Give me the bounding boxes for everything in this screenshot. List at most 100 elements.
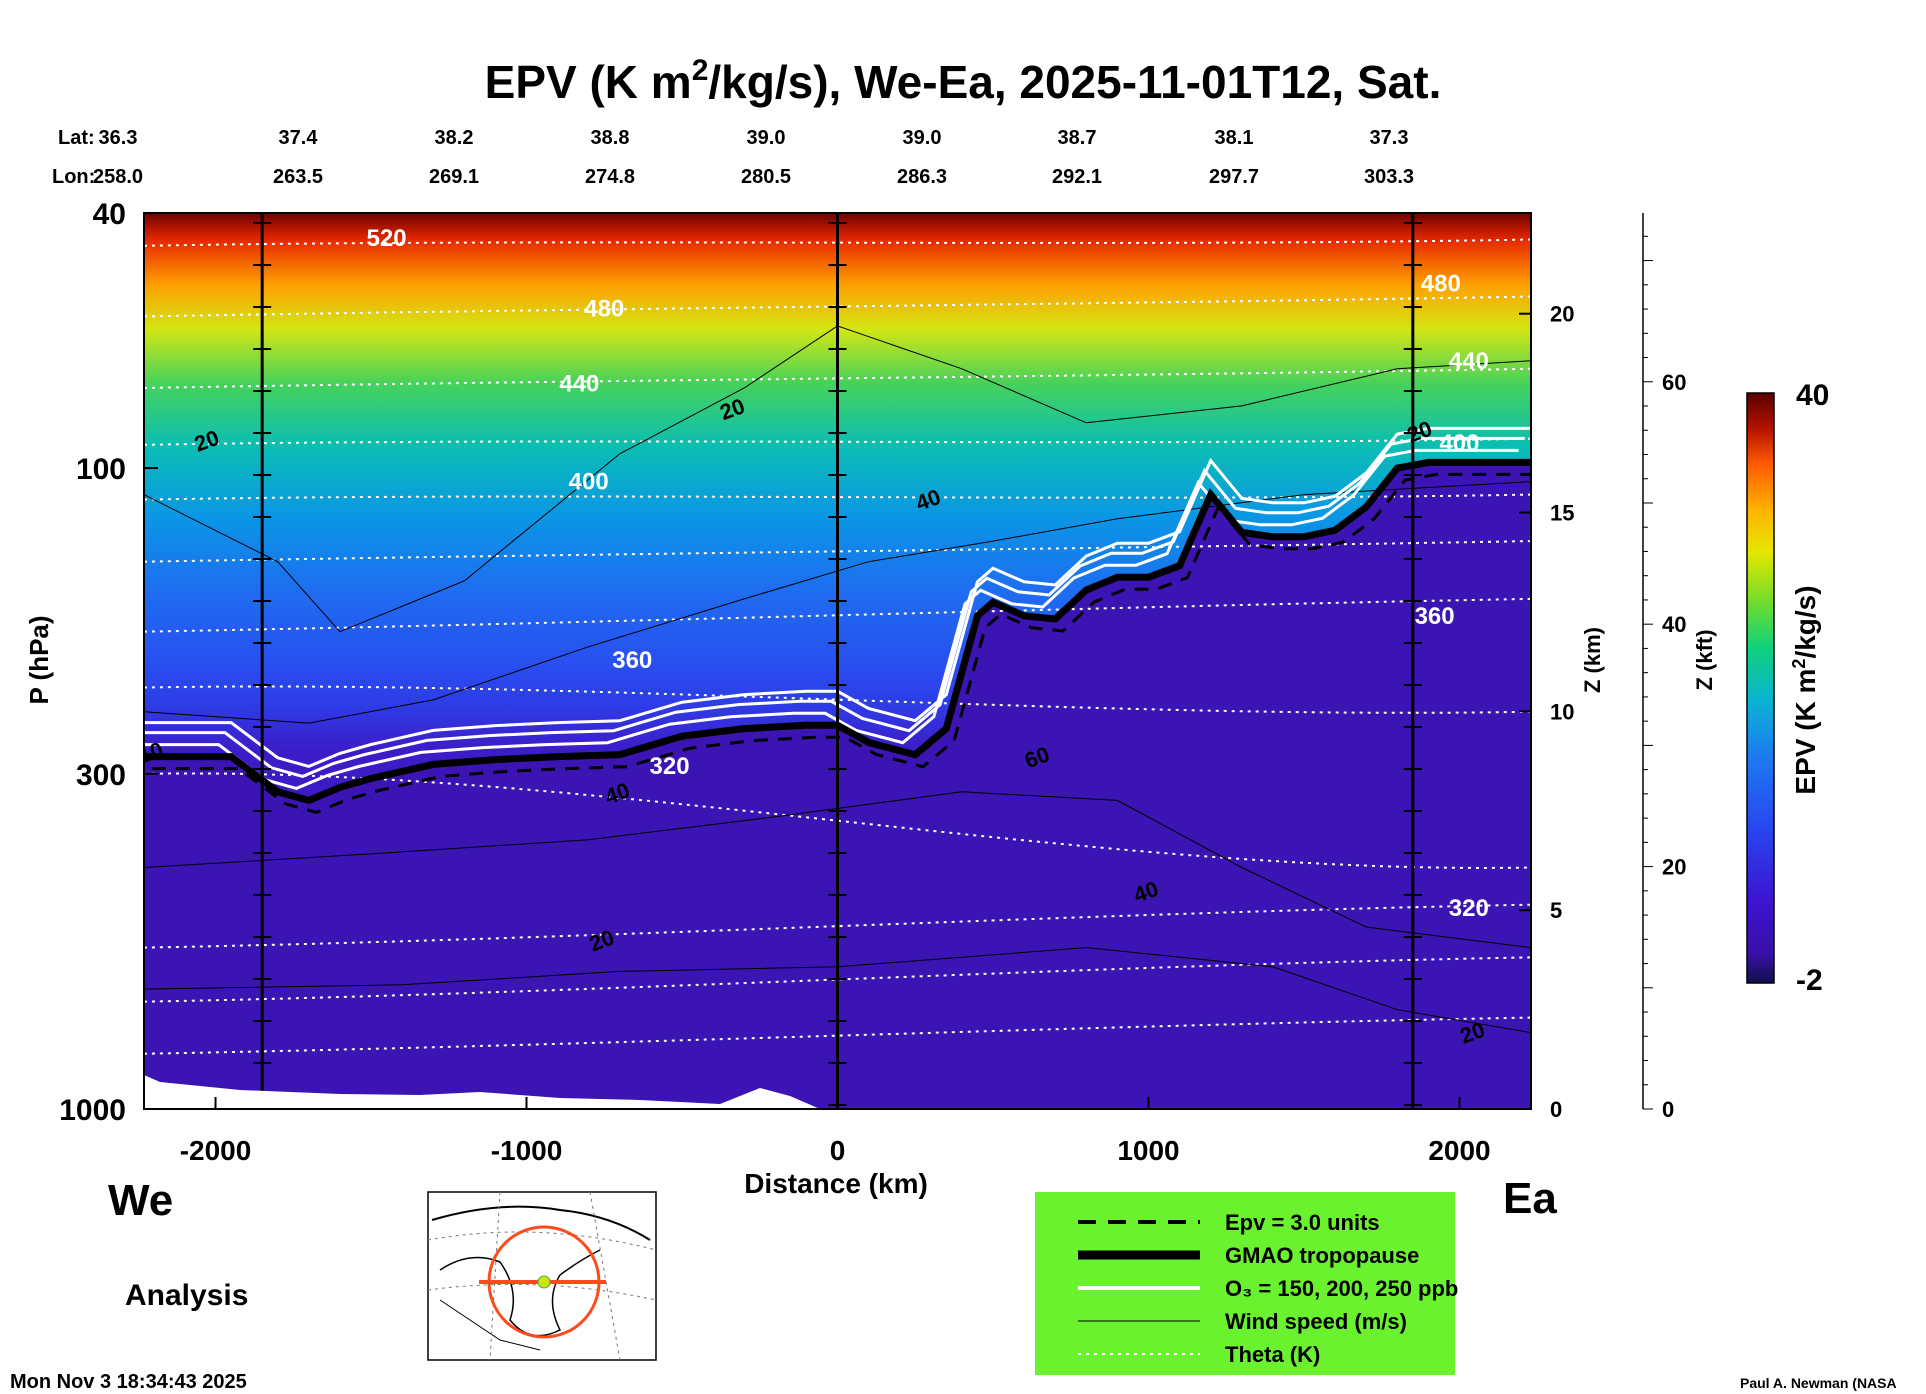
theta-label: 320 (1449, 895, 1489, 922)
x-tick-label: 0 (830, 1135, 846, 1166)
theta-contour (144, 437, 1531, 446)
legend-box (1035, 1192, 1455, 1375)
theta-label: 520 (367, 225, 407, 252)
ozone-contour (144, 426, 1531, 768)
theta-label: 520 (1268, 192, 1308, 219)
wind-contour (144, 947, 1531, 1034)
lon-value: 303.3 (1364, 166, 1414, 188)
theta-label: 440 (1449, 348, 1489, 375)
y-axis-label: P (hPa) (24, 615, 54, 704)
theta-label: 400 (1439, 430, 1479, 457)
lat-value: 37.4 (279, 127, 319, 149)
p-tick-label: 100 (76, 453, 126, 486)
lon-value: 297.7 (1209, 166, 1259, 188)
z-kft-tick-label: 40 (1662, 612, 1686, 637)
theta-contour (144, 597, 1531, 633)
wind-contour (144, 481, 1531, 724)
lat-value: 38.1 (1215, 127, 1254, 149)
inset-map (427, 1191, 657, 1361)
ozone-contours (144, 426, 1531, 790)
z-km-tick-label: 0 (1550, 1097, 1562, 1122)
pressure-axis: 40 100 300 1000 (59, 198, 158, 1127)
x-axis-label: Distance (km) (744, 1168, 928, 1199)
theta-contour (144, 772, 1531, 869)
theta-label: 440 (559, 371, 599, 398)
theta-label: 320 (650, 753, 690, 780)
legend: Epv = 3.0 units GMAO tropopause O₃ = 150, … (1035, 1192, 1458, 1375)
lat-value: 38.2 (435, 127, 474, 149)
legend-text: Epv = 3.0 units (1225, 1210, 1380, 1235)
credit: Paul A. Newman (NASA (1740, 1375, 1897, 1391)
z-kft-axis: 0 20 40 60 (1642, 213, 1686, 1122)
terrain (144, 1075, 820, 1109)
theta-contour (144, 295, 1531, 318)
lat-value: 36.3 (99, 127, 138, 149)
p-tick-label: 1000 (59, 1094, 126, 1127)
colorbar-title: EPV (K m2/kg/s) (1789, 585, 1821, 794)
lon-value: 286.3 (897, 166, 947, 188)
z-km-tick-label: 10 (1550, 699, 1574, 724)
z-kft-tick-label: 0 (1662, 1097, 1674, 1122)
z-km-label: Z (km) (1580, 627, 1605, 693)
legend-text: Wind speed (m/s) (1225, 1309, 1407, 1334)
tropopause-line (144, 458, 1531, 805)
wind-contour (144, 791, 1531, 949)
theta-contour (144, 367, 1531, 389)
theta-contour (144, 685, 1531, 714)
map-coastline (431, 1205, 651, 1241)
map-center-marker (537, 1275, 551, 1289)
x-tick-label: -1000 (491, 1135, 563, 1166)
lon-label: Lon: (52, 166, 95, 188)
ozone-contour (144, 436, 1525, 778)
lat-value: 39.0 (747, 127, 786, 149)
z-km-tick-label: 20 (1550, 302, 1574, 327)
colorbar (1746, 392, 1775, 984)
z-km-tick-label: 15 (1550, 501, 1574, 526)
theta-label: 400 (569, 468, 609, 495)
timestamp: Mon Nov 3 18:34:43 2025 (10, 1371, 247, 1393)
z-kft-label: Z (kft) (1692, 629, 1717, 690)
theta-label: 360 (1415, 603, 1455, 630)
legend-text: O₃ = 150, 200, 250 ppb (1225, 1276, 1458, 1301)
lat-value: 37.3 (1370, 127, 1409, 149)
lon-value: 292.1 (1052, 166, 1102, 188)
latlon-header: 36.3 37.4 38.2 38.8 39.0 39.0 38.7 38.1 37.3 258.… (93, 127, 1414, 188)
analysis-label: Analysis (125, 1279, 248, 1312)
theta-contour (144, 956, 1531, 1003)
lon-value: 280.5 (741, 166, 791, 188)
lon-value: 269.1 (429, 166, 479, 188)
colorbar-max: 40 (1796, 379, 1829, 412)
lon-value: 274.8 (585, 166, 635, 188)
chart-title: EPV (K m2/kg/s), We-Ea, 2025-11-01T12, S… (485, 54, 1442, 108)
legend-text: GMAO tropopause (1225, 1243, 1419, 1268)
theta-labels: 520 480 440 400 360 320 520 480 440 400 360 320 (367, 192, 1489, 922)
x-axis: -2000 -1000 0 1000 2000 (180, 1097, 1491, 1166)
theta-label: 480 (584, 295, 624, 322)
p-tick-label: 40 (93, 198, 126, 231)
z-km-axis: 0 5 10 15 20 (1519, 302, 1574, 1122)
epv-3-contour (151, 472, 1531, 814)
lat-value: 38.8 (591, 127, 630, 149)
theta-contour (144, 540, 1531, 563)
p-tick-label: 300 (76, 759, 126, 792)
wind-contour (144, 325, 1531, 633)
z-kft-tick-label: 20 (1662, 855, 1686, 880)
ozone-contour (144, 448, 1519, 790)
theta-contours (144, 238, 1531, 1055)
legend-text: Theta (K) (1225, 1342, 1320, 1367)
z-kft-tick-label: 60 (1662, 370, 1686, 395)
colorbar-min: -2 (1796, 964, 1823, 997)
lat-value: 38.7 (1058, 127, 1097, 149)
lat-label: Lat: (58, 127, 95, 149)
z-km-tick-label: 5 (1550, 898, 1562, 923)
east-label: Ea (1503, 1174, 1557, 1223)
theta-label: 480 (1421, 270, 1461, 297)
theta-contour (144, 1016, 1531, 1055)
lon-value: 258.0 (93, 166, 143, 188)
wind-contours (144, 325, 1531, 1034)
theta-contour (144, 238, 1531, 247)
x-tick-label: 1000 (1117, 1135, 1179, 1166)
west-label: We (108, 1176, 173, 1225)
